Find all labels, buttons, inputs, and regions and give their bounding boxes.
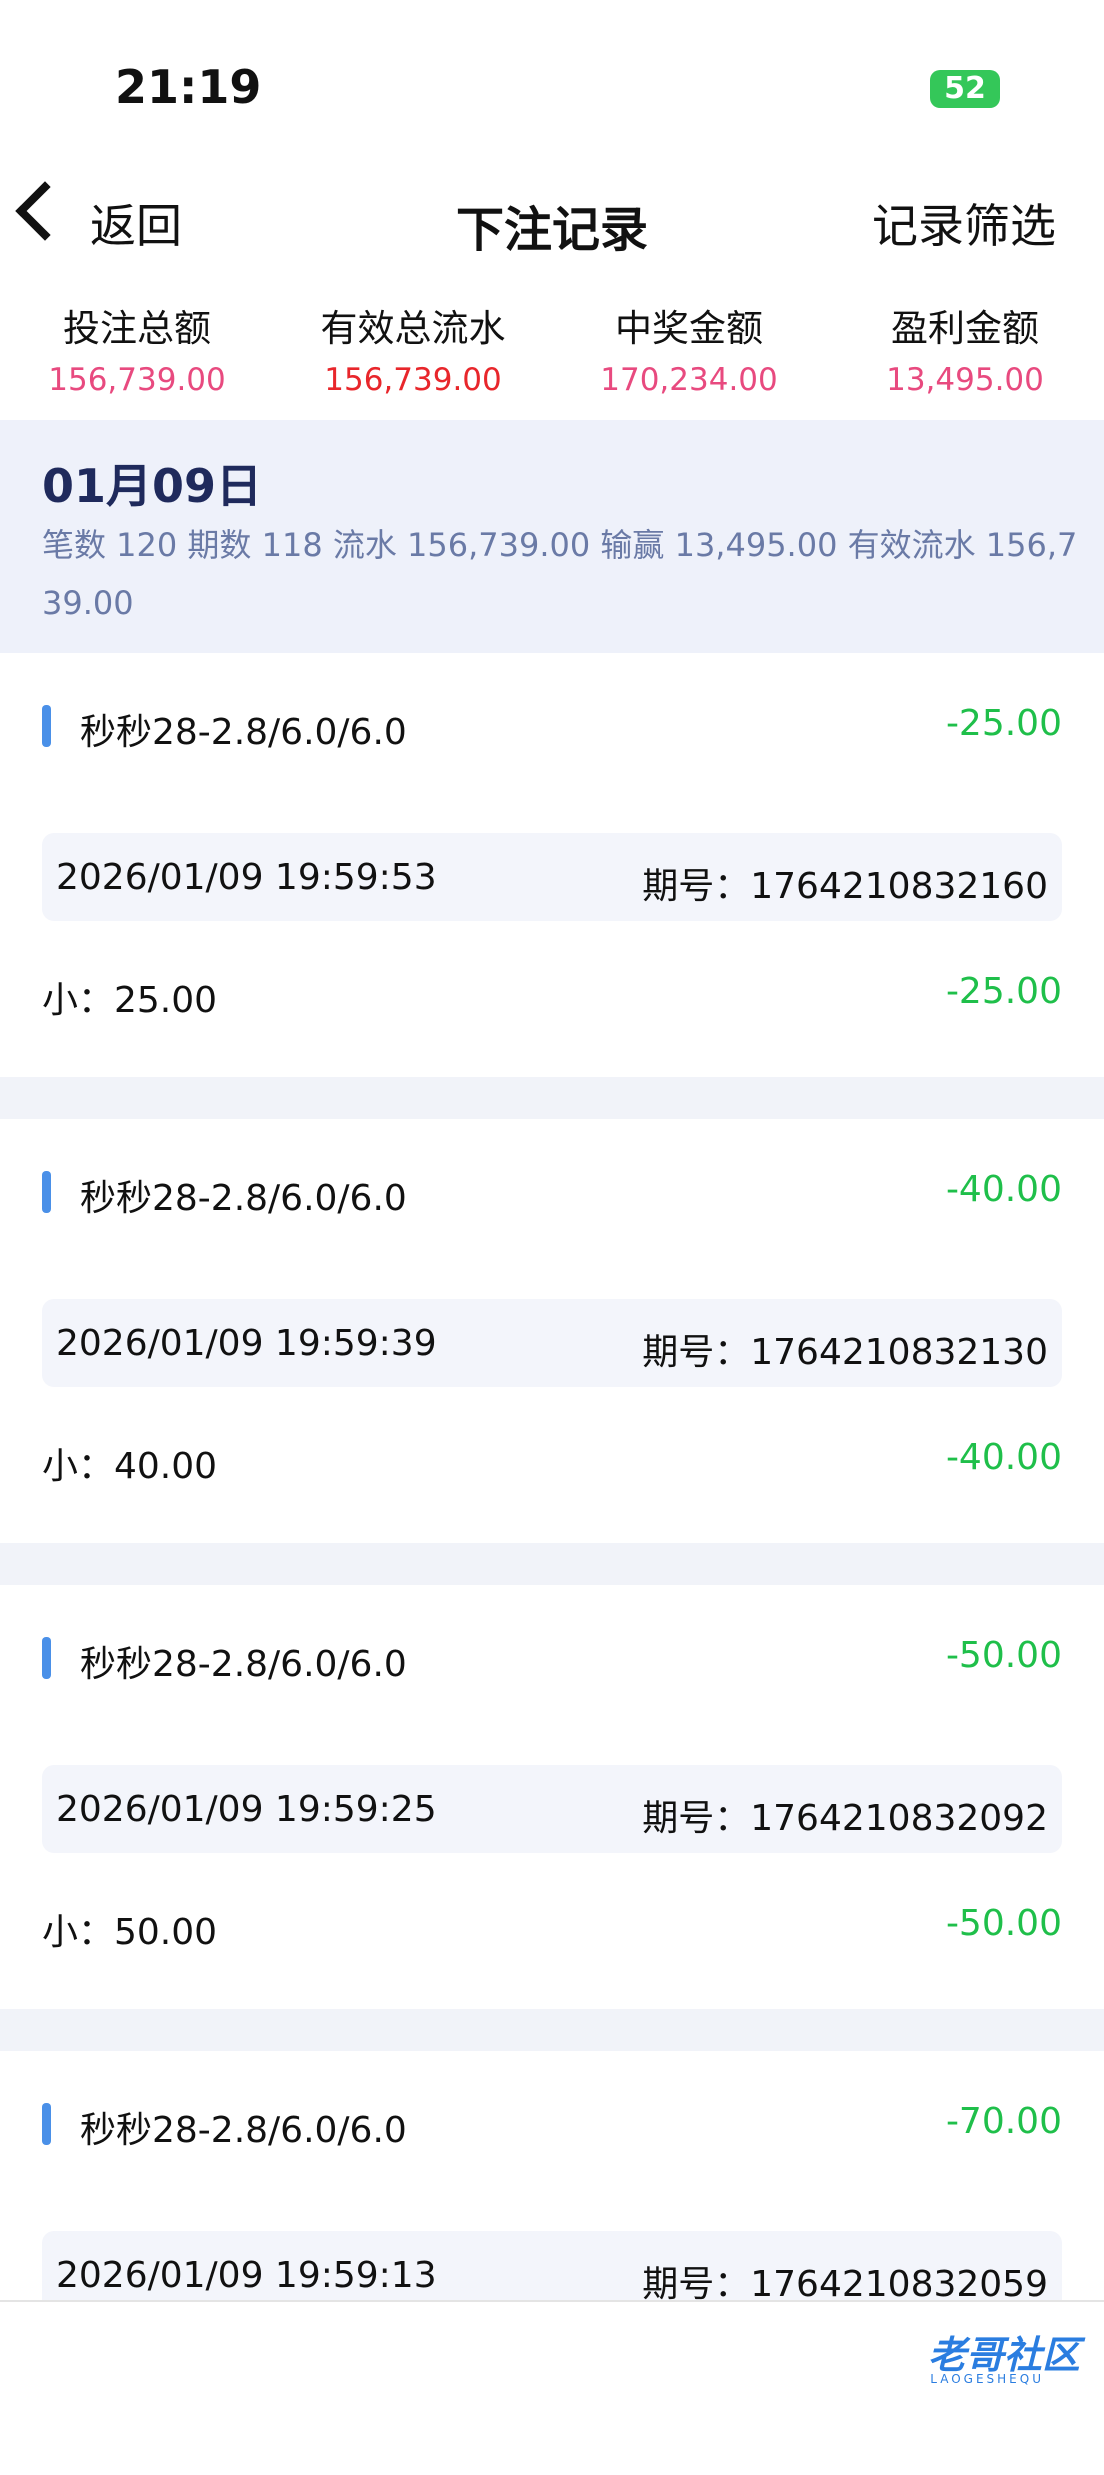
record-card: 秒秒28-2.8/6.0/6.0 -40.00 2026/01/09 19:59:3… [0, 1119, 1104, 1543]
filter-button[interactable]: 记录筛选 [872, 199, 1056, 253]
record-amount: -70.00 [945, 2101, 1062, 2142]
record-marker [42, 2103, 51, 2145]
record-name: 秒秒28-2.8/6.0/6.0 [80, 1178, 407, 1219]
record-name: 秒秒28-2.8/6.0/6.0 [80, 712, 407, 753]
record-card: 秒秒28-2.8/6.0/6.0 -70.00 2026/01/09 19:59:1… [0, 2051, 1104, 2475]
time-box: 2026/01/09 19:59:39 期号：1764210832130 [42, 1299, 1062, 1387]
status-time: 21:19 [115, 60, 262, 114]
record-issue: 期号：1764210832092 [642, 1789, 1048, 1841]
issue-number: 1764210832160 [750, 866, 1048, 907]
record-result: -40.00 [945, 1437, 1062, 1478]
back-button[interactable]: 返回 [90, 199, 182, 253]
record-result: -50.00 [945, 1903, 1062, 1944]
record-marker [42, 705, 51, 747]
record-result: -25.00 [945, 971, 1062, 1012]
bottom-bar: 老哥社区 LAOGESHEQU [0, 2300, 1104, 2402]
record-marker [42, 1171, 51, 1213]
time-box: 2026/01/09 19:59:25 期号：1764210832092 [42, 1765, 1062, 1853]
issue-number: 1764210832130 [750, 1332, 1048, 1373]
summary-value: 170,234.00 [600, 362, 778, 398]
record-issue: 期号：1764210832130 [642, 1323, 1048, 1375]
battery: 52 [930, 70, 1000, 108]
watermark-text: 老哥社区 [927, 2333, 1080, 2377]
summary-label: 投注总额 [63, 307, 211, 350]
watermark-sub: LAOGESHEQU [930, 2372, 1044, 2386]
summary-label: 盈利金额 [891, 307, 1039, 350]
record-name: 秒秒28-2.8/6.0/6.0 [80, 2110, 407, 2151]
page-title: 下注记录 [455, 202, 648, 258]
summary-value: 156,739.00 [324, 362, 502, 398]
issue-label: 期号： [642, 1332, 751, 1373]
record-card: 秒秒28-2.8/6.0/6.0 -25.00 2026/01/09 19:59:5… [0, 653, 1104, 1077]
record-issue: 期号：1764210832059 [642, 2255, 1048, 2307]
issue-number: 1764210832059 [750, 2264, 1048, 2305]
record-card: 秒秒28-2.8/6.0/6.0 -50.00 2026/01/09 19:59:2… [0, 1585, 1104, 2009]
summary-value: 13,495.00 [886, 362, 1044, 398]
record-bet: 小：50.00 [42, 1912, 218, 1953]
record-marker [42, 1637, 51, 1679]
issue-label: 期号： [642, 2264, 751, 2305]
record-time: 2026/01/09 19:59:25 [56, 1789, 437, 1830]
record-time: 2026/01/09 19:59:13 [56, 2255, 437, 2296]
record-amount: -40.00 [945, 1169, 1062, 1210]
day-stats: 笔数 120 期数 118 流水 156,739.00 输赢 13,495.00… [42, 526, 1078, 622]
day-date: 01月09日 [42, 459, 263, 513]
summary-value: 156,739.00 [48, 362, 226, 398]
screen: {"status":{"time":"21:19","battery":"52"… [0, 60, 1104, 2402]
time-box: 2026/01/09 19:59:53 期号：1764210832160 [42, 833, 1062, 921]
summary-label: 中奖金额 [615, 307, 763, 350]
day-header: 01月09日笔数 120 期数 118 流水 156,739.00 输赢 13,… [0, 420, 1104, 653]
record-bet: 小：40.00 [42, 1446, 218, 1487]
record-amount: -50.00 [945, 1635, 1062, 1676]
record-amount: -25.00 [945, 703, 1062, 744]
record-bet: 小：25.00 [42, 980, 218, 1021]
summary-label: 有效总流水 [320, 307, 506, 350]
record-issue: 期号：1764210832160 [642, 857, 1048, 909]
issue-label: 期号： [642, 1798, 751, 1839]
issue-number: 1764210832092 [750, 1798, 1048, 1839]
record-time: 2026/01/09 19:59:53 [56, 857, 437, 898]
issue-label: 期号： [642, 866, 751, 907]
record-name: 秒秒28-2.8/6.0/6.0 [80, 1644, 407, 1685]
record-time: 2026/01/09 19:59:39 [56, 1323, 437, 1364]
